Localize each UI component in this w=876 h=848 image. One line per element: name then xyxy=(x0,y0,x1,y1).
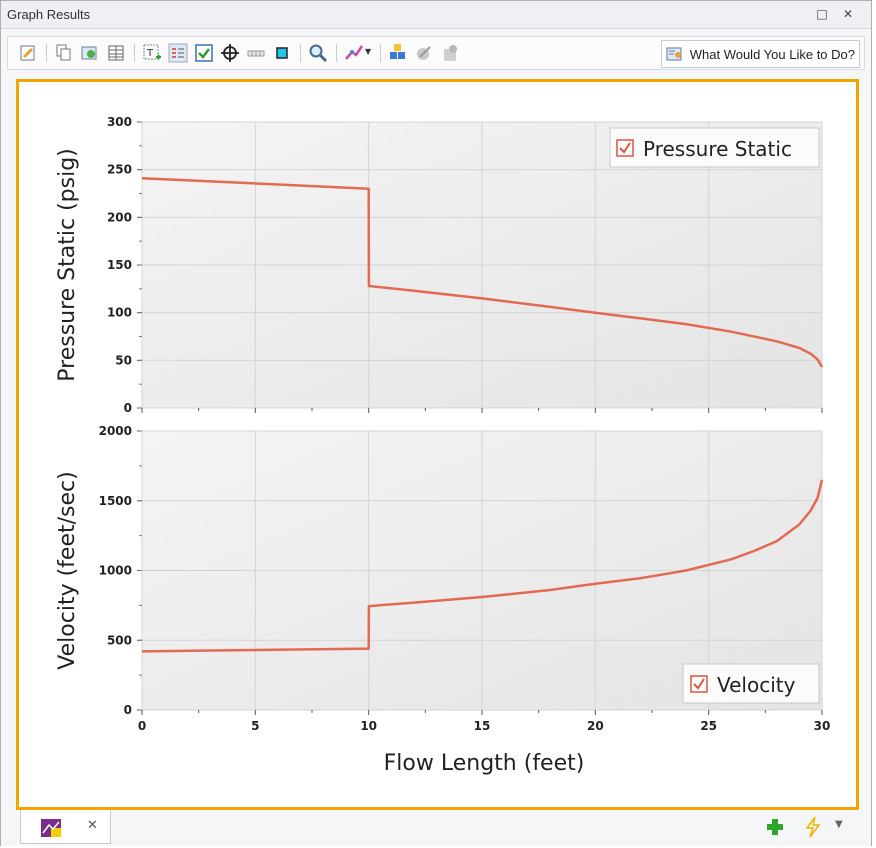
pressure-chart: 0 50 100 150 200 250 300 Pressure Static (psig… xyxy=(55,115,824,415)
velocity-chart: 0 500 1000 1500 2000 0 5 10 15 20 25 30 Velocity (… xyxy=(55,424,830,776)
velocity-x-ticks: 0 5 10 15 20 25 30 xyxy=(138,710,831,733)
y-tick-label: 100 xyxy=(107,306,132,320)
checkmark-icon xyxy=(619,142,631,154)
y-tick-label: 250 xyxy=(107,163,132,177)
svg-text:T: T xyxy=(146,48,154,59)
toolbar-separator xyxy=(300,44,301,62)
pressure-legend-box xyxy=(609,127,820,168)
y-tick-label: 50 xyxy=(115,353,132,367)
y-tick-label: 200 xyxy=(107,210,132,224)
pressure-series-line xyxy=(141,176,824,368)
window-title: Graph Results xyxy=(7,7,91,22)
x-axis-label: Flow Length (feet) xyxy=(384,751,585,776)
table-view-icon[interactable] xyxy=(106,43,126,63)
graph-area: 0 50 100 150 200 250 300 Pressure Static (psig… xyxy=(16,79,859,810)
restore-button[interactable]: □ xyxy=(816,7,828,21)
checkmark-icon xyxy=(693,678,705,690)
add-series-icon[interactable] xyxy=(388,43,408,63)
copy-icon[interactable] xyxy=(54,43,74,63)
x-tick-label: 25 xyxy=(700,719,717,733)
crosshair-icon[interactable] xyxy=(220,43,240,63)
y-tick-label: 150 xyxy=(107,258,132,272)
y-tick-label: 0 xyxy=(124,703,132,717)
tab-close-icon[interactable]: ✕ xyxy=(87,818,98,833)
velocity-series-line xyxy=(141,479,824,653)
save-image-icon[interactable] xyxy=(80,43,100,63)
zoom-icon[interactable] xyxy=(308,43,328,63)
what-would-you-like-label: What Would You Like to Do? xyxy=(689,46,855,62)
y-tick-label: 1500 xyxy=(99,494,132,508)
chevron-down-icon[interactable]: ▼ xyxy=(835,819,843,830)
x-tick-label: 0 xyxy=(138,719,146,733)
pressure-y-ticks: 0 50 100 150 200 250 300 xyxy=(107,115,142,415)
legend-icon[interactable] xyxy=(168,43,188,63)
edit-notes-icon[interactable] xyxy=(18,43,38,63)
pressure-legend[interactable]: Pressure Static xyxy=(609,127,820,168)
toolbar-separator xyxy=(380,44,381,62)
what-would-you-like-button[interactable]: What Would You Like to Do? xyxy=(660,40,860,68)
x-tick-label: 15 xyxy=(474,719,491,733)
x-tick-label: 20 xyxy=(587,719,604,733)
y-tick-label: 0 xyxy=(124,401,132,415)
disabled-tool-icon[interactable] xyxy=(414,43,434,63)
y-tick-label: 2000 xyxy=(99,424,132,438)
y-tick-label: 300 xyxy=(107,115,132,129)
velocity-y-axis-label: Velocity (feet/sec) xyxy=(55,471,80,669)
velocity-legend-checkbox[interactable] xyxy=(690,675,708,693)
line-style-icon[interactable] xyxy=(344,43,364,63)
x-tick-label: 5 xyxy=(251,719,259,733)
add-tab-icon[interactable] xyxy=(766,818,784,836)
graph-tab[interactable]: ✕ xyxy=(20,810,111,844)
pressure-y-axis-label: Pressure Static (psig) xyxy=(55,148,80,382)
pressure-x-ticks xyxy=(141,408,823,413)
pipe-segment-icon[interactable] xyxy=(246,43,266,63)
toolbar-separator xyxy=(46,44,47,62)
chevron-down-icon[interactable]: ▼ xyxy=(365,47,372,56)
y-tick-label: 1000 xyxy=(99,564,132,578)
disabled-info-icon[interactable] xyxy=(440,43,460,63)
checkbox-toggle-icon[interactable] xyxy=(194,43,214,63)
y-tick-label: 500 xyxy=(107,633,132,647)
velocity-legend-label: Velocity xyxy=(717,673,796,697)
velocity-y-ticks: 0 500 1000 1500 2000 xyxy=(99,424,142,717)
toolbar-separator xyxy=(134,44,135,62)
toolbar: T ▼ What Would You Like to Do? xyxy=(7,36,865,70)
close-button[interactable]: ✕ xyxy=(842,7,854,21)
graph-tab-icon xyxy=(41,819,61,837)
fill-color-icon[interactable] xyxy=(272,43,292,63)
lightning-icon[interactable] xyxy=(804,816,822,838)
tab-strip: ✕ ▼ xyxy=(1,810,871,846)
velocity-legend[interactable]: Velocity xyxy=(682,663,820,704)
title-bar: Graph Results □ ✕ xyxy=(1,1,871,29)
pressure-legend-checkbox[interactable] xyxy=(616,139,634,157)
toolbar-separator xyxy=(336,44,337,62)
add-text-icon[interactable]: T xyxy=(142,43,162,63)
x-tick-label: 30 xyxy=(814,719,831,733)
pressure-legend-label: Pressure Static xyxy=(643,137,792,161)
wizard-icon xyxy=(666,47,682,61)
x-tick-label: 10 xyxy=(360,719,377,733)
